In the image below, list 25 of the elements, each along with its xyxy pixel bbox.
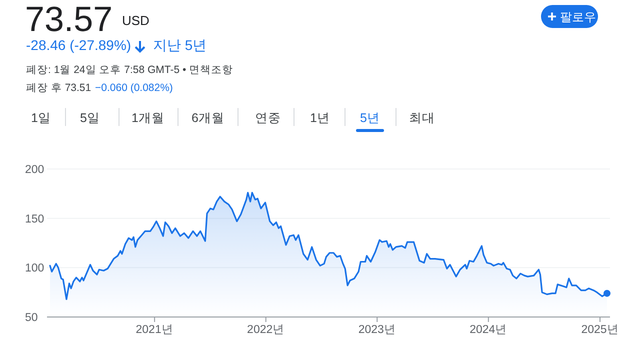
y-tick-label: 100 [25, 262, 44, 275]
text: 5일 [80, 111, 100, 125]
text: USD [122, 13, 150, 28]
text: 최대 [409, 111, 435, 125]
x-tick-label: 2021년 [136, 324, 174, 336]
y-tick-label: 150 [25, 213, 44, 226]
text: -28.46 (-27.89%) [26, 37, 132, 53]
chart-title: 73.57 [25, 0, 113, 39]
x-tick-label: 2024년 [470, 324, 508, 336]
text: 1개월 [132, 111, 164, 125]
text: 연중 [255, 111, 281, 125]
text: 팔로우 [560, 10, 596, 24]
text: 1일 [31, 111, 51, 125]
text: 지난 5년 [153, 37, 207, 53]
text: 폐장 후 73.51 [26, 82, 92, 94]
text: 5년 [360, 111, 380, 125]
text: 폐장: 1월 24일 오후 7:58 GMT-5 • 면책조항 [26, 64, 234, 76]
text: −0.060 (0.082%) [95, 82, 173, 94]
x-tick-label: 2023년 [358, 324, 396, 336]
y-tick-label: 200 [25, 164, 44, 176]
text: 6개월 [192, 111, 224, 125]
x-tick-label: 2022년 [247, 324, 285, 336]
x-tick-label: 2025년 [581, 324, 619, 336]
y-tick-label: 50 [25, 312, 38, 324]
text: 1년 [310, 111, 330, 125]
